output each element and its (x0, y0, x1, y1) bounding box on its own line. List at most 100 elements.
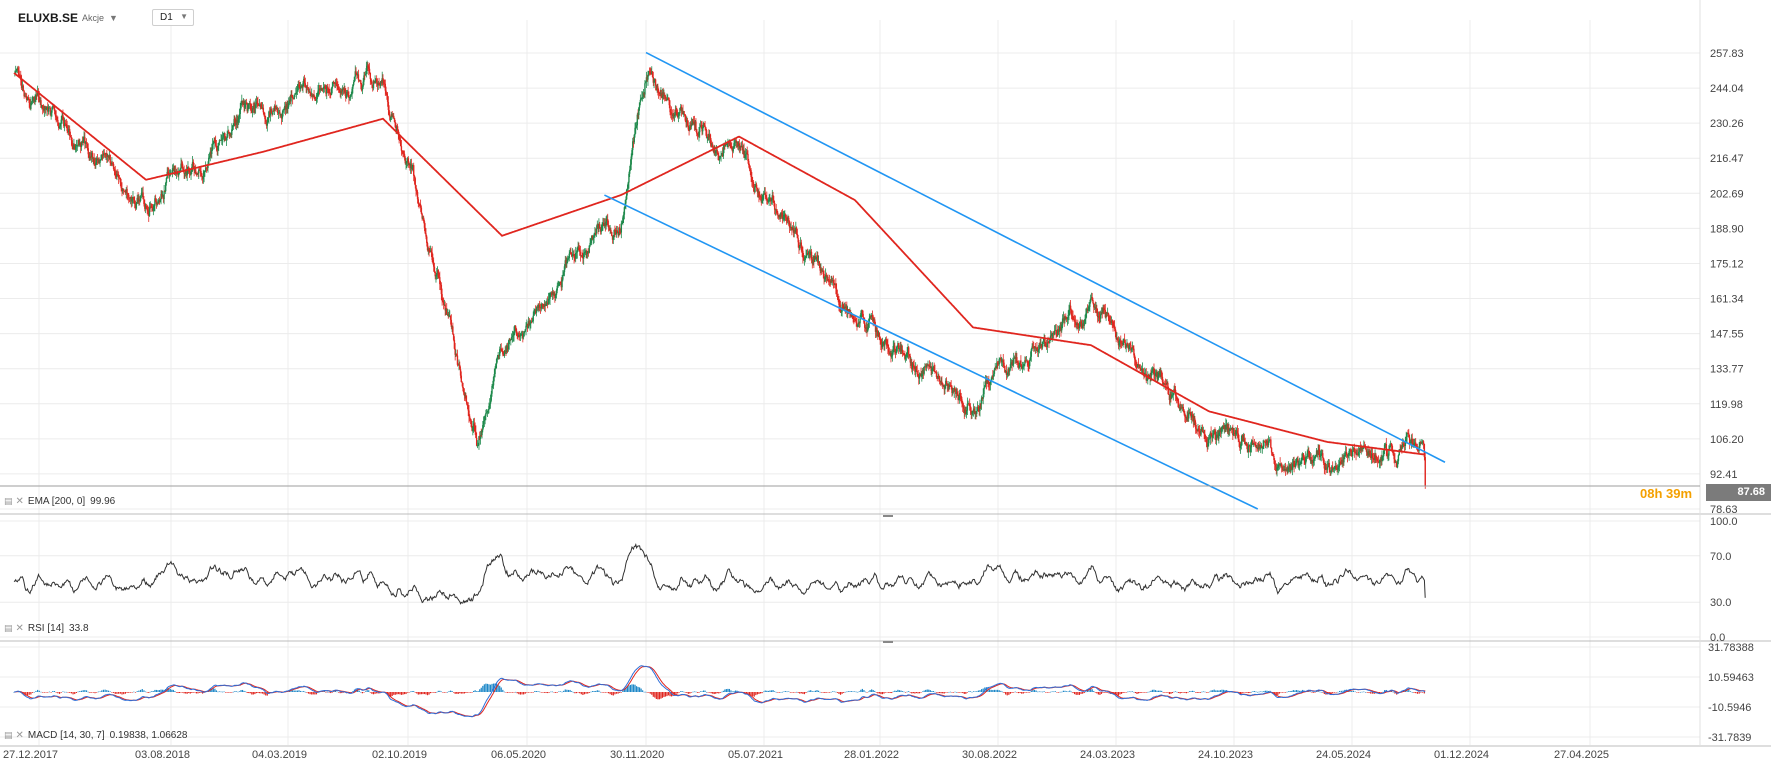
settings-icon[interactable]: ▤ (4, 496, 13, 506)
candle-body (147, 210, 149, 212)
candle-body (249, 103, 251, 105)
candle-body (1069, 305, 1071, 310)
macd-histogram-bar (508, 692, 510, 693)
macd-histogram-bar (1337, 691, 1339, 693)
macd-histogram-bar (895, 690, 897, 692)
candle-body (656, 86, 658, 91)
macd-histogram-bar (580, 692, 582, 695)
candle-body (467, 405, 469, 411)
macd-histogram-bar (1315, 691, 1318, 692)
candle-body (1327, 462, 1330, 467)
candle-body (611, 231, 613, 236)
candle-body (570, 252, 572, 255)
candle-body (182, 168, 185, 172)
candle-body (446, 314, 449, 315)
macd-histogram-bar (1409, 691, 1412, 692)
candle-body (1330, 470, 1332, 473)
candle-body (884, 339, 887, 340)
candle-body (600, 229, 603, 232)
macd-histogram-bar (900, 690, 902, 692)
candle-body (821, 269, 823, 272)
candle-body (1242, 434, 1244, 441)
price-tick-label: 216.47 (1710, 153, 1744, 165)
macd-histogram-bar (535, 691, 538, 692)
macd-histogram-bar (471, 692, 473, 693)
candle-body (757, 191, 759, 193)
settings-icon[interactable]: ▤ (4, 623, 13, 633)
candle-body (289, 99, 291, 102)
macd-histogram-bar (803, 692, 806, 695)
settings-icon[interactable]: ▤ (4, 730, 13, 740)
macd-histogram-bar (1201, 691, 1203, 693)
candle-body (479, 436, 481, 439)
macd-histogram-bar (459, 692, 461, 694)
macd-histogram-bar (524, 692, 526, 694)
candle-body (988, 384, 991, 386)
candle-body (713, 150, 715, 152)
candle-body (62, 115, 64, 120)
macd-histogram-bar (60, 692, 62, 693)
candle-body (1348, 450, 1350, 455)
candle-body (984, 380, 987, 386)
macd-histogram-bar (1014, 691, 1016, 693)
macd-histogram-bar (1086, 690, 1089, 692)
candle-body (268, 111, 271, 116)
candle-body (547, 298, 550, 305)
timeframe-select[interactable]: D1 ▼ (152, 9, 194, 26)
candle-body (890, 353, 892, 357)
macd-histogram-bar (619, 692, 621, 693)
macd-histogram-bar (1356, 692, 1358, 693)
candle-body (422, 217, 424, 219)
candle-body (133, 200, 136, 204)
macd-histogram-bar (531, 692, 533, 693)
candle-body (689, 125, 692, 127)
candle-body (1423, 443, 1426, 458)
candle-body (1105, 312, 1107, 318)
symbol-selector[interactable]: ELUXB.SE Akcje ▼ (18, 9, 118, 27)
candle-body (1010, 362, 1012, 365)
candle-body (1294, 466, 1296, 468)
candle-body (323, 86, 326, 88)
candle-body (916, 370, 918, 375)
candle-body (515, 328, 518, 334)
candle-body (220, 140, 222, 141)
candle-body (475, 437, 478, 446)
candle-body (318, 88, 320, 91)
candle-body (548, 298, 550, 300)
close-icon[interactable]: ✕ (15, 730, 24, 741)
macd-histogram-bar (336, 691, 338, 693)
candle-body (1241, 434, 1243, 442)
close-icon[interactable]: ✕ (15, 496, 24, 507)
candle-body (799, 242, 802, 246)
candle-body (159, 199, 161, 202)
candle-body (1326, 466, 1329, 470)
candle-body (775, 209, 777, 211)
macd-histogram-bar (1173, 691, 1175, 693)
candle-body (1169, 394, 1171, 401)
candle-body (583, 252, 586, 254)
candle-body (1108, 316, 1110, 322)
candle-body (972, 408, 975, 412)
candle-body (97, 159, 100, 161)
candle-body (480, 434, 482, 436)
macd-histogram-bar (1161, 690, 1163, 692)
chevron-down-icon[interactable]: ▼ (109, 13, 118, 23)
candle-body (1340, 463, 1343, 465)
candle-body (1057, 329, 1059, 336)
panel-resize-handle (883, 641, 893, 643)
candle-body (1384, 443, 1387, 445)
macd-histogram-bar (360, 691, 362, 693)
candle-timer: 08h 39m (1640, 486, 1693, 501)
close-icon[interactable]: ✕ (15, 623, 24, 634)
candle-body (891, 355, 893, 357)
macd-histogram-bar (884, 692, 887, 693)
candle-body (923, 366, 925, 374)
macd-histogram-bar (713, 692, 715, 695)
candle-body (447, 314, 449, 316)
candle-body (250, 104, 252, 110)
candle-body (485, 413, 487, 416)
candle-body (17, 68, 19, 71)
candle-body (657, 92, 660, 94)
candle-body (667, 98, 670, 100)
